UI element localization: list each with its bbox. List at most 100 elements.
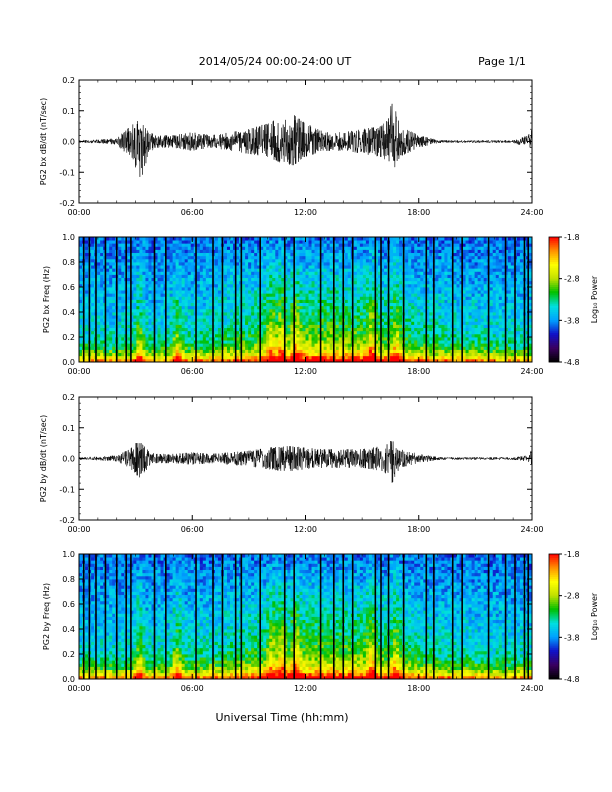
spectro-cell xyxy=(396,237,400,241)
spectro-cell xyxy=(384,265,388,269)
spectro-cell xyxy=(420,308,424,313)
spectro-cell xyxy=(205,346,210,350)
spectro-cell xyxy=(420,283,424,288)
spectro-cell xyxy=(181,330,186,335)
spectro-cell xyxy=(196,262,201,266)
spectro-cell xyxy=(408,240,412,244)
spectro-cell xyxy=(371,318,376,322)
spectro-cell xyxy=(139,274,143,279)
spectro-cell xyxy=(196,355,201,360)
spectro-cell xyxy=(414,262,418,266)
spectro-cell xyxy=(202,352,207,357)
spectro-cell xyxy=(230,271,234,275)
spectro-cell xyxy=(214,262,219,266)
spectro-cell xyxy=(263,246,267,250)
spectro-cell xyxy=(411,308,415,313)
spectro-cell xyxy=(184,296,189,300)
spectro-cell xyxy=(223,237,228,241)
spectro-cell xyxy=(444,337,448,341)
spectro-cell xyxy=(399,262,403,266)
spectro-cell xyxy=(423,265,427,269)
spectro-cell xyxy=(384,321,388,325)
spectro-cell xyxy=(381,330,385,335)
spectro-cell xyxy=(272,330,276,335)
spectro-cell xyxy=(190,321,195,325)
spectro-cell xyxy=(133,243,137,247)
spectro-cell xyxy=(281,330,285,335)
spectro-cell xyxy=(184,333,189,338)
spectro-cell xyxy=(426,312,430,316)
spectro-cell xyxy=(91,299,95,304)
spectro-cell xyxy=(272,287,276,291)
spectro-cell xyxy=(169,287,174,291)
spectro-cell xyxy=(396,252,400,257)
spectro-cell xyxy=(396,312,400,316)
spectro-cell xyxy=(429,252,433,257)
spectro-cell xyxy=(157,340,161,344)
spectro-cell xyxy=(429,293,433,297)
spectro-cell xyxy=(91,346,95,350)
spectro-cell xyxy=(371,333,376,338)
spectro-cell xyxy=(411,299,415,304)
spectro-cell xyxy=(242,358,246,363)
spectro-cell xyxy=(359,283,364,288)
spectro-cell xyxy=(444,358,448,363)
spectro-cell xyxy=(133,305,137,310)
spectro-cell xyxy=(426,346,430,350)
spectro-cell xyxy=(444,287,448,291)
spectro-cell xyxy=(426,271,430,275)
spectro-cell xyxy=(142,315,146,319)
spectro-cell xyxy=(157,262,161,266)
spectro-cell xyxy=(423,280,427,285)
spectro-cell xyxy=(166,337,170,341)
spectro-cell xyxy=(290,327,294,332)
spectro-cell xyxy=(208,337,213,341)
spectro-cell xyxy=(368,265,373,269)
spectro-cell xyxy=(196,308,201,313)
spectro-cell xyxy=(311,246,315,250)
spectro-cell xyxy=(326,246,331,250)
spectro-cell xyxy=(118,324,122,329)
spectro-cell xyxy=(85,290,89,294)
spectro-cell xyxy=(106,243,110,247)
spectro-cell xyxy=(226,358,231,363)
spectro-cell xyxy=(226,299,231,304)
spectro-cell xyxy=(323,340,328,344)
spectro-cell xyxy=(184,237,189,241)
spectro-cell xyxy=(393,258,397,263)
spectro-cell xyxy=(323,283,328,288)
spectro-cell xyxy=(127,312,131,316)
spectro-cell xyxy=(323,240,328,244)
spectro-cell xyxy=(79,355,83,360)
spectro-cell xyxy=(368,293,373,297)
spectro-cell xyxy=(100,237,104,241)
spectro-cell xyxy=(118,274,122,279)
spectro-cell xyxy=(405,324,409,329)
spectro-cell xyxy=(414,237,418,241)
spectro-cell xyxy=(148,243,152,247)
spectro-cell xyxy=(396,246,400,250)
spectro-cell xyxy=(302,274,306,279)
spectro-cell xyxy=(399,315,403,319)
spectro-cell xyxy=(293,258,297,263)
spectro-cell xyxy=(444,321,448,325)
spectro-cell xyxy=(217,268,222,272)
spectro-cell xyxy=(121,315,125,319)
spectro-cell xyxy=(335,358,340,363)
spectro-cell xyxy=(384,280,388,285)
spectro-cell xyxy=(356,327,361,332)
spectro-cell xyxy=(399,302,403,307)
spectro-cell xyxy=(429,277,433,282)
spectro-cell xyxy=(184,252,189,257)
spectro-cell xyxy=(133,271,137,275)
spectro-cell xyxy=(338,330,343,335)
spectro-cell xyxy=(121,268,125,272)
spectro-cell xyxy=(100,277,104,282)
spectro-cell xyxy=(438,315,442,319)
spectro-cell xyxy=(377,255,382,260)
spectro-cell xyxy=(384,343,388,347)
spectro-cell xyxy=(275,299,279,304)
spectro-cell xyxy=(381,318,385,322)
spectro-cell xyxy=(79,327,83,332)
spectro-cell xyxy=(296,271,300,275)
